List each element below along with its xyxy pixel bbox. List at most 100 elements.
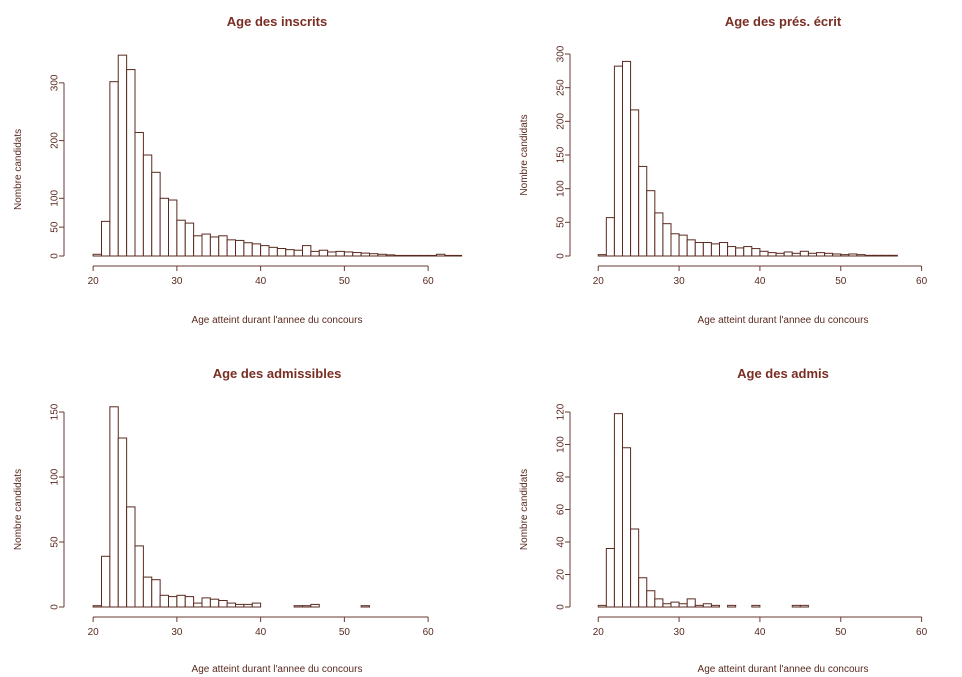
histogram-bar <box>654 212 664 257</box>
y-tick-label: 150 <box>556 146 567 163</box>
histogram-bar <box>880 254 890 257</box>
y-axis-label: Nombre candidats <box>519 469 530 550</box>
histogram-bar <box>142 576 153 608</box>
histogram-bar <box>226 239 237 257</box>
y-tick-label: 300 <box>556 45 567 62</box>
histogram-bar <box>678 234 688 257</box>
histogram-bar <box>243 603 253 608</box>
x-tick-label: 40 <box>754 276 766 287</box>
y-tick-label: 0 <box>50 253 61 259</box>
histogram-bar <box>670 601 680 608</box>
histogram-bar <box>235 239 245 257</box>
chart-title: Age des inscrits <box>227 14 327 29</box>
histogram-bar <box>218 235 228 257</box>
histogram-bar <box>410 254 421 257</box>
histogram-bar <box>702 603 712 608</box>
histogram-bar <box>799 604 809 608</box>
histogram-bar <box>142 154 153 257</box>
histogram-bar <box>377 253 387 257</box>
histogram-bar <box>419 254 429 257</box>
y-tick-label: 100 <box>556 180 567 197</box>
histogram-bar <box>824 252 834 257</box>
y-tick-label: 150 <box>50 403 61 420</box>
histogram-bar <box>193 235 203 257</box>
histogram-bar <box>597 254 607 257</box>
histogram-bar <box>302 245 312 257</box>
x-tick-label: 60 <box>423 276 435 287</box>
histogram-bar <box>638 165 648 257</box>
x-tick-label: 50 <box>835 627 847 638</box>
histogram-bar <box>335 250 345 257</box>
x-tick-label: 40 <box>754 627 766 638</box>
chart-title: Age des prés. écrit <box>725 14 842 29</box>
histogram-bar <box>799 250 809 257</box>
y-tick-label: 100 <box>556 436 567 453</box>
histogram-bar <box>694 242 704 257</box>
histogram-bar <box>201 233 211 257</box>
histogram-bar <box>630 109 640 257</box>
histogram-bar <box>856 254 866 257</box>
histogram-bar <box>243 242 253 257</box>
y-tick-label: 200 <box>50 132 61 149</box>
histogram-bar <box>710 243 720 257</box>
histogram-bar <box>605 217 615 257</box>
histogram-bar <box>678 603 688 608</box>
histogram-bar <box>310 603 320 608</box>
y-axis-label: Nombre candidats <box>519 114 530 195</box>
histogram-bar <box>226 602 237 608</box>
y-tick-label: 200 <box>556 113 567 130</box>
histogram-bar <box>209 236 220 257</box>
histogram-bar <box>184 222 195 257</box>
x-tick-label: 20 <box>593 276 605 287</box>
histogram-bar <box>101 220 111 257</box>
histogram-bar <box>791 604 801 608</box>
histogram-bar <box>686 598 696 608</box>
histogram-bar <box>92 253 103 257</box>
histogram-bar <box>727 604 737 608</box>
y-tick-label: 50 <box>556 216 567 228</box>
histogram-bar <box>670 233 680 257</box>
histogram-bar <box>402 254 412 257</box>
x-tick-label: 30 <box>171 276 183 287</box>
x-tick-label: 20 <box>88 276 100 287</box>
histogram-bar <box>260 245 270 257</box>
histogram-bar <box>864 254 874 257</box>
histogram-bar <box>176 219 186 257</box>
histogram-bar <box>759 250 769 257</box>
y-tick-label: 300 <box>50 74 61 91</box>
histogram-bar <box>168 596 178 608</box>
histogram-bar <box>109 81 119 257</box>
histogram-panel-4: Age des admis 20 30 40 50 60 0 20 40 60 80 100 120 Ag… <box>519 366 928 675</box>
histogram-bar <box>327 251 337 257</box>
histogram-bar <box>783 251 793 257</box>
histogram-bar <box>126 506 136 608</box>
histogram-bar <box>101 555 111 608</box>
histogram-bar <box>151 579 161 608</box>
histogram-bar <box>452 254 463 257</box>
histogram-bar <box>151 171 161 257</box>
x-axis-label: Age atteint durant l'annee du concours <box>698 315 869 326</box>
x-tick-label: 60 <box>916 276 928 287</box>
histogram-bar <box>268 246 278 257</box>
histogram-bar <box>176 594 186 608</box>
histogram-bar <box>807 252 817 257</box>
y-tick-label: 0 <box>556 253 567 259</box>
histogram-bar <box>92 605 103 608</box>
histogram-bar <box>888 254 898 257</box>
y-axis-label: Nombre candidats <box>13 469 24 550</box>
histogram-bar <box>302 605 312 608</box>
histogram-bar <box>427 254 438 257</box>
x-axis-label: Age atteint durant l'annee du concours <box>192 315 363 326</box>
histogram-panel-2: Age des prés. écrit 20 30 40 50 60 0 50 100 150 20… <box>519 14 928 326</box>
histogram-bar <box>385 254 396 257</box>
histogram-bar <box>318 249 329 257</box>
histogram-bar <box>686 239 696 257</box>
histogram-bar <box>872 254 882 257</box>
histogram-bar <box>343 251 354 257</box>
x-tick-label: 20 <box>88 627 100 638</box>
y-tick-label: 250 <box>556 79 567 96</box>
histogram-bar <box>816 252 826 257</box>
x-tick-label: 40 <box>255 276 267 287</box>
x-tick-label: 30 <box>674 627 686 638</box>
